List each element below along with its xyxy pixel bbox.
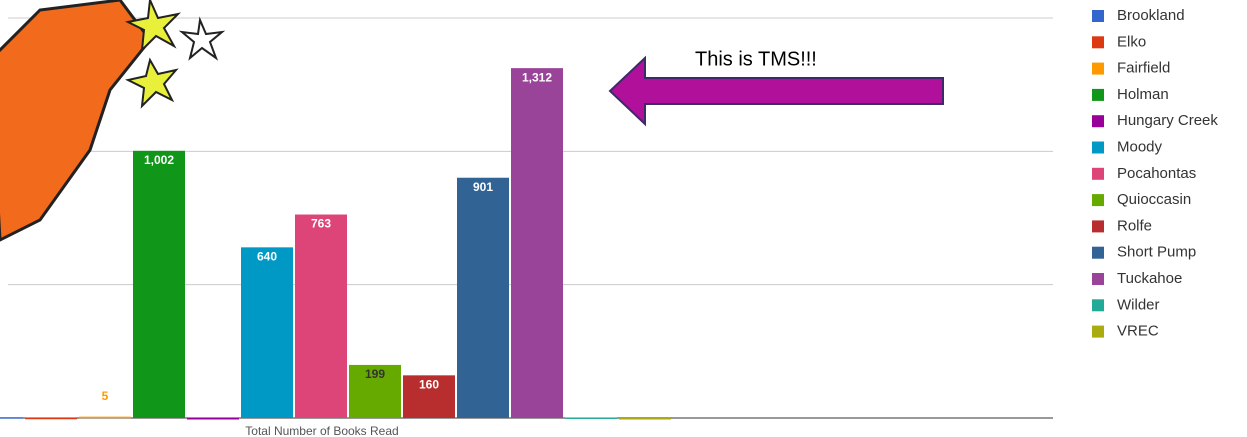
- data-label: 1,312: [522, 70, 552, 84]
- star: [128, 60, 176, 106]
- legend-swatch: [1092, 115, 1104, 127]
- data-label: 901: [473, 180, 493, 194]
- legend-swatch: [1092, 142, 1104, 154]
- data-label: 5: [102, 389, 109, 403]
- bar: [565, 417, 617, 419]
- bar: [25, 418, 77, 420]
- legend-label: Wilder: [1117, 296, 1160, 313]
- x-tick-label: Total Number of Books Read: [245, 424, 398, 437]
- bar: [619, 418, 671, 420]
- data-label: 199: [365, 367, 385, 381]
- star: [182, 20, 222, 58]
- legend-swatch: [1092, 326, 1104, 338]
- legend-swatch: [1092, 220, 1104, 232]
- legend-swatch: [1092, 63, 1104, 75]
- data-label: 640: [257, 250, 277, 264]
- legend-label: Short Pump: [1117, 244, 1196, 261]
- legend-label: Quioccasin: [1117, 191, 1191, 208]
- bar: [79, 417, 131, 419]
- wow-burst: [0, 0, 150, 240]
- data-label: 1,002: [144, 153, 174, 167]
- legend-label: Tuckahoe: [1117, 270, 1182, 287]
- legend-swatch: [1092, 89, 1104, 101]
- wow-clipart: [0, 0, 222, 240]
- legend-swatch: [1092, 273, 1104, 285]
- bar: [0, 417, 23, 419]
- data-label: 160: [419, 378, 439, 392]
- bar: [295, 215, 347, 418]
- bar: [241, 247, 293, 418]
- data-label: 763: [311, 217, 331, 231]
- legend-swatch: [1092, 194, 1104, 206]
- legend-label: Fairfield: [1117, 60, 1170, 77]
- legend-label: Moody: [1117, 138, 1163, 155]
- bar: [133, 151, 185, 418]
- bar: [457, 178, 509, 418]
- legend-label: Holman: [1117, 86, 1169, 103]
- bar: [187, 418, 239, 420]
- legend-swatch: [1092, 247, 1104, 259]
- legend-swatch: [1092, 10, 1104, 22]
- legend-label: Hungary Creek: [1117, 112, 1218, 129]
- legend-swatch: [1092, 168, 1104, 180]
- annotation: This is TMS!!!: [695, 48, 817, 70]
- legend-label: Pocahontas: [1117, 165, 1196, 182]
- legend-swatch: [1092, 36, 1104, 48]
- legend-label: Elko: [1117, 33, 1146, 50]
- legend-swatch: [1092, 299, 1104, 311]
- legend-label: Brookland: [1117, 7, 1185, 24]
- legend-label: Rolfe: [1117, 217, 1152, 234]
- bar: [511, 68, 563, 418]
- plot: 5 1,002 640 763 199 160 901 1,312 Total Number o…: [0, 7, 1218, 437]
- chart: 5 1,002 640 763 199 160 901 1,312 Total Number o…: [0, 0, 1247, 437]
- legend-label: VREC: [1117, 323, 1159, 340]
